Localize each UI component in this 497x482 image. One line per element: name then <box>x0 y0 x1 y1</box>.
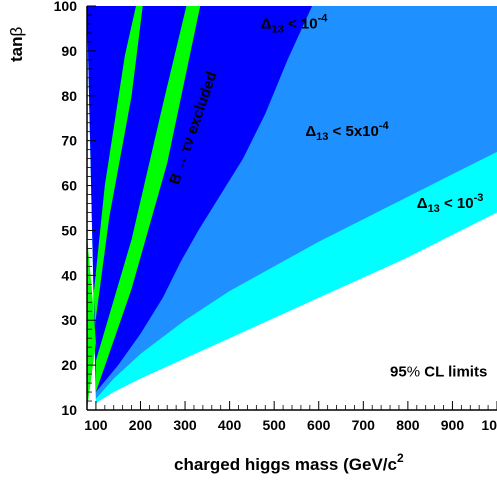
region-btau-wedge-1 <box>95 6 201 392</box>
y-tick-label: 20 <box>61 357 77 373</box>
region-btau-left-band <box>87 6 96 410</box>
annotation-delta-5e-4: Δ13 < 5x10-4 <box>305 120 389 143</box>
y-tick-label: 10 <box>61 402 77 418</box>
x-tick-label: 600 <box>307 417 331 433</box>
x-tick-label: 100 <box>84 417 108 433</box>
y-tick-label: 50 <box>61 222 77 238</box>
x-tick-label: 200 <box>129 417 153 433</box>
x-tick-label: 1000 <box>481 417 497 433</box>
annotation-95-cl-limits: 95% CL limits <box>390 363 487 380</box>
x-tick-label: 800 <box>396 417 420 433</box>
y-tick-label: 70 <box>61 133 77 149</box>
region-btau-wedge-2 <box>93 6 143 325</box>
x-tick-label: 400 <box>218 417 242 433</box>
annotation-delta-1e-3: Δ13 < 10-3 <box>417 192 484 215</box>
y-axis-title: tanβ <box>7 27 26 63</box>
chart-regions <box>87 6 497 410</box>
y-tick-label: 80 <box>61 88 77 104</box>
y-tick-label: 60 <box>61 178 77 194</box>
annotation-delta-1e-4: Δ13 < 10-4 <box>261 12 328 35</box>
y-tick-label: 100 <box>54 0 78 14</box>
y-tick-label: 40 <box>61 267 77 283</box>
x-tick-label: 300 <box>173 417 197 433</box>
chart-ticks: 100 200 300 400 500 600 700 800 900 1000 10 20 30 40 5… <box>54 0 497 433</box>
region-delta-1e-4 <box>87 6 313 392</box>
x-tick-label: 500 <box>262 417 286 433</box>
x-axis-title: charged higgs mass (GeV/c2 <box>174 451 404 474</box>
y-tick-label: 30 <box>61 312 77 328</box>
y-tick-label: 90 <box>61 43 77 59</box>
x-tick-label: 700 <box>352 417 376 433</box>
x-tick-label: 900 <box>441 417 465 433</box>
